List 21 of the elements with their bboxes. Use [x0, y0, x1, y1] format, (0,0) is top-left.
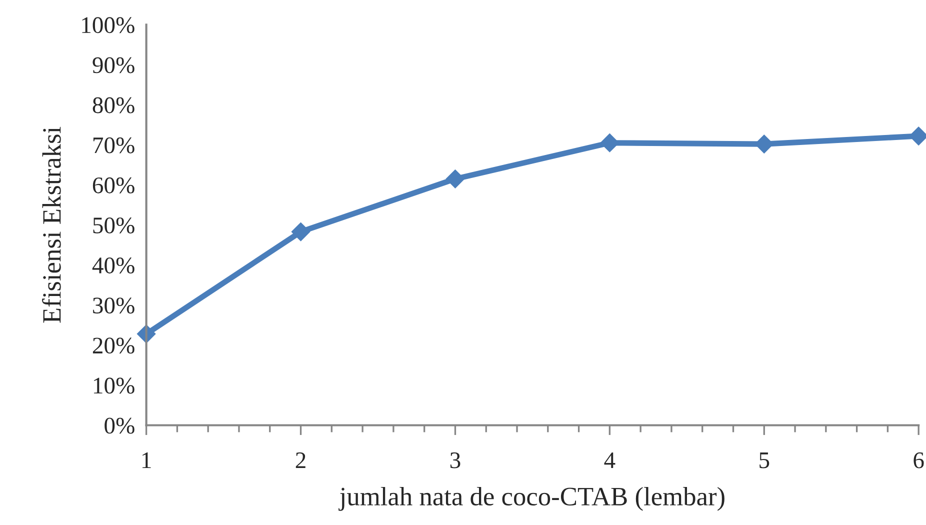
- y-axis-title: Efisiensi Ekstraksi: [42, 126, 61, 323]
- y-tick-label: 90%: [92, 57, 134, 74]
- y-tick-label: 10%: [94, 378, 134, 394]
- x-tick-label: 1: [142, 452, 151, 468]
- point: [291, 222, 310, 242]
- y-tick-label: 60%: [92, 177, 134, 194]
- x-tick-label: 5: [760, 452, 770, 468]
- y-tick-label: 40%: [92, 258, 134, 274]
- y-tick-label: 100%: [82, 17, 134, 34]
- x-tick-label: 2: [296, 452, 306, 468]
- y-tick-label: 20%: [92, 338, 134, 354]
- y-tick-label: 80%: [92, 97, 134, 114]
- y-tick-label: 30%: [93, 298, 134, 314]
- y-tick-label: 70%: [93, 137, 134, 154]
- y-tick-label: 50%: [93, 217, 134, 234]
- point: [446, 170, 465, 188]
- x-tick-label: 3: [450, 452, 460, 468]
- x-tick-label: 6: [914, 452, 924, 468]
- x-tick-label: 4: [604, 452, 616, 468]
- y-tick-label: 0%: [104, 418, 134, 434]
- x-axis-title: jumlah nata de coco-CTAB (lembar): [338, 486, 724, 511]
